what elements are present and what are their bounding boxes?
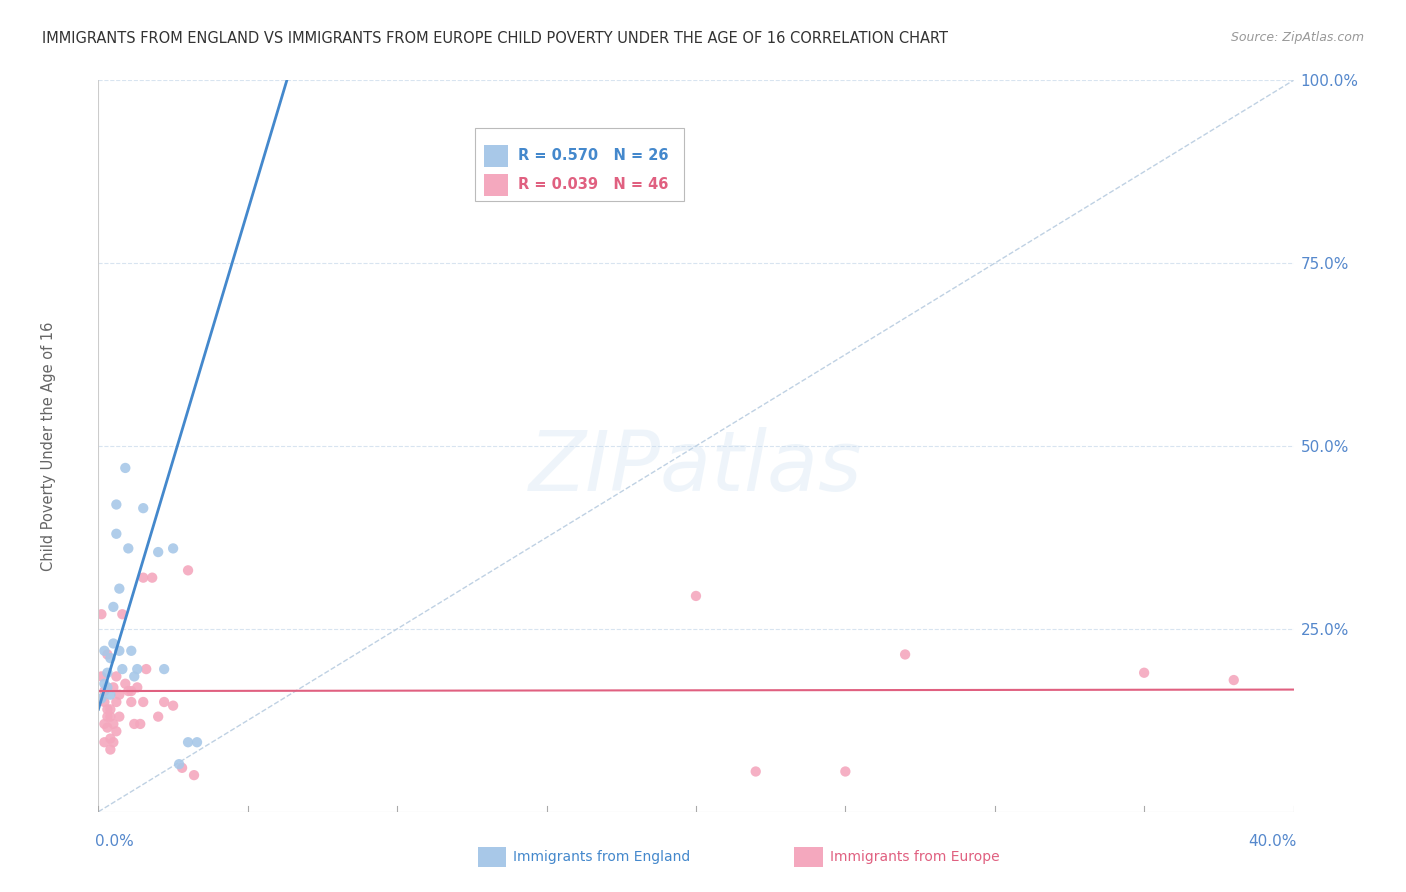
Point bbox=[132, 571, 155, 585]
Point bbox=[90, 607, 112, 622]
Point bbox=[111, 607, 134, 622]
Point bbox=[127, 662, 149, 676]
Point bbox=[120, 684, 142, 698]
Point bbox=[90, 669, 112, 683]
Point bbox=[162, 541, 184, 556]
Point bbox=[96, 702, 118, 716]
Point bbox=[96, 648, 118, 662]
Point bbox=[129, 717, 152, 731]
Point bbox=[93, 695, 115, 709]
Point bbox=[124, 717, 146, 731]
Point bbox=[98, 688, 122, 702]
Point bbox=[96, 681, 118, 695]
Point bbox=[162, 698, 184, 713]
Point bbox=[98, 742, 122, 756]
Point bbox=[114, 676, 136, 690]
Point bbox=[103, 599, 125, 614]
Point bbox=[745, 764, 768, 779]
Text: 0.0%: 0.0% bbox=[96, 834, 134, 848]
Bar bbox=[485, 145, 509, 167]
Point bbox=[108, 709, 131, 723]
Point bbox=[183, 768, 205, 782]
Point bbox=[105, 526, 128, 541]
Point bbox=[96, 721, 118, 735]
Point bbox=[93, 676, 115, 690]
Point bbox=[96, 665, 118, 680]
Point bbox=[108, 688, 131, 702]
Point bbox=[124, 669, 146, 683]
Point bbox=[111, 662, 134, 676]
Point bbox=[120, 695, 142, 709]
Text: 40.0%: 40.0% bbox=[1249, 834, 1296, 848]
Point bbox=[153, 662, 176, 676]
Point bbox=[105, 498, 128, 512]
Point bbox=[105, 669, 128, 683]
Point bbox=[120, 644, 142, 658]
Point bbox=[135, 662, 157, 676]
Point bbox=[103, 717, 125, 731]
Point bbox=[685, 589, 707, 603]
Point bbox=[1133, 665, 1156, 680]
Point bbox=[105, 724, 128, 739]
Point bbox=[894, 648, 917, 662]
Point bbox=[103, 636, 125, 650]
Point bbox=[103, 681, 125, 695]
Point bbox=[177, 563, 200, 577]
Point bbox=[98, 709, 122, 723]
Text: Immigrants from England: Immigrants from England bbox=[513, 850, 690, 864]
Text: IMMIGRANTS FROM ENGLAND VS IMMIGRANTS FROM EUROPE CHILD POVERTY UNDER THE AGE OF: IMMIGRANTS FROM ENGLAND VS IMMIGRANTS FR… bbox=[42, 31, 948, 46]
Point bbox=[93, 644, 115, 658]
Point bbox=[96, 709, 118, 723]
Text: ZIPatlas: ZIPatlas bbox=[529, 427, 863, 508]
Point bbox=[167, 757, 190, 772]
Point bbox=[141, 571, 163, 585]
Point bbox=[148, 709, 170, 723]
Point bbox=[117, 541, 139, 556]
Point bbox=[1223, 673, 1246, 687]
Point bbox=[93, 735, 115, 749]
Point bbox=[132, 695, 155, 709]
Point bbox=[90, 691, 112, 706]
Text: Source: ZipAtlas.com: Source: ZipAtlas.com bbox=[1230, 31, 1364, 45]
Point bbox=[132, 501, 155, 516]
Text: Immigrants from Europe: Immigrants from Europe bbox=[830, 850, 1000, 864]
Point bbox=[177, 735, 200, 749]
Point bbox=[108, 644, 131, 658]
Point bbox=[834, 764, 856, 779]
Point bbox=[186, 735, 208, 749]
Point bbox=[114, 461, 136, 475]
Text: R = 0.039   N = 46: R = 0.039 N = 46 bbox=[517, 178, 668, 193]
Bar bbox=[485, 174, 509, 196]
Point bbox=[153, 695, 176, 709]
Point bbox=[108, 582, 131, 596]
Point bbox=[93, 717, 115, 731]
Point bbox=[148, 545, 170, 559]
Text: Child Poverty Under the Age of 16: Child Poverty Under the Age of 16 bbox=[41, 321, 56, 571]
Point bbox=[98, 731, 122, 746]
Point bbox=[98, 651, 122, 665]
Point bbox=[117, 684, 139, 698]
Point bbox=[98, 702, 122, 716]
Point bbox=[103, 735, 125, 749]
Point bbox=[172, 761, 194, 775]
Point bbox=[105, 695, 128, 709]
FancyBboxPatch shape bbox=[475, 128, 685, 201]
Text: R = 0.570   N = 26: R = 0.570 N = 26 bbox=[517, 148, 668, 163]
Point bbox=[127, 681, 149, 695]
Point bbox=[93, 684, 115, 698]
